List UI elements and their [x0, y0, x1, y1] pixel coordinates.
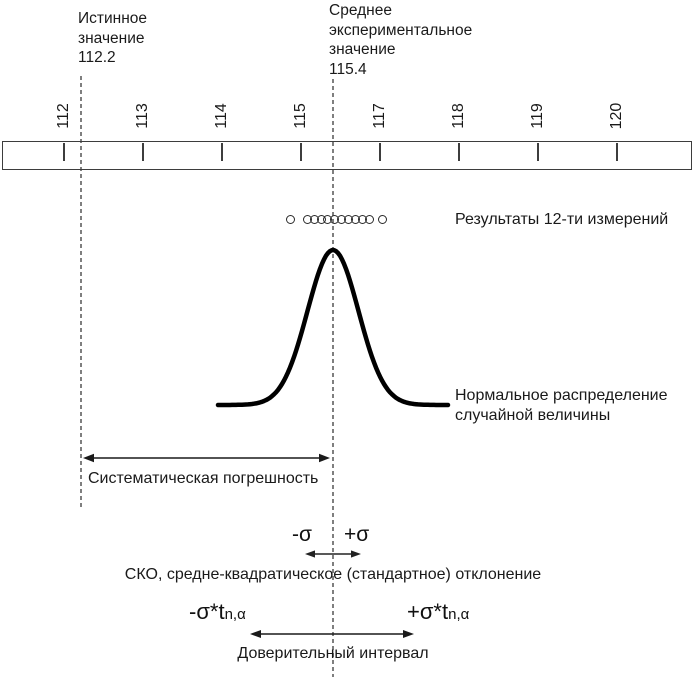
mean-value-line3: значение — [329, 41, 396, 58]
distribution-label: Нормальное распределение случайной велич… — [455, 386, 668, 426]
measurement-point — [377, 214, 387, 224]
ruler-tick — [458, 143, 460, 161]
plus-sigma-label: +σ — [344, 523, 370, 546]
plus-sigma-t-subscript: n,α — [448, 606, 470, 623]
plus-sigma-t-label: +σ*tn,α — [407, 600, 469, 627]
ruler-tick-label: 114 — [213, 103, 230, 129]
mean-value-line1: Среднее — [329, 2, 392, 19]
ruler-tick — [379, 143, 381, 161]
systematic-error-arrow — [83, 453, 330, 463]
ruler-tick-label: 120 — [608, 102, 625, 130]
distribution-label-line1: Нормальное распределение — [455, 387, 668, 404]
standard-deviation-label: СКО, средне-квадратическое (стандартное)… — [124, 566, 542, 583]
ruler-tick — [63, 143, 65, 161]
ruler-tick — [537, 143, 539, 161]
plus-sigma-t-main: +σ*t — [407, 599, 449, 624]
systematic-error-label: Систематическая погрешность — [88, 470, 319, 487]
true-value-line2: значение — [78, 29, 145, 47]
distribution-label-line2: случайной величины — [455, 407, 611, 424]
measurement-point — [364, 214, 374, 224]
mean-value-number: 115.4 — [329, 60, 367, 78]
ruler-tick-label: 115 — [292, 103, 309, 129]
minus-sigma-t-label: -σ*tn,α — [189, 600, 246, 627]
true-value-dashed-line — [80, 76, 82, 510]
mean-value-line2: экспериментальное — [329, 21, 473, 39]
minus-sigma-label: -σ — [292, 523, 312, 546]
true-value-label: Истинное значение 112.2 — [78, 9, 147, 68]
measurement-point — [285, 214, 295, 224]
ruler-tick — [221, 143, 223, 161]
ruler-tick-label: 112 — [55, 103, 72, 129]
ruler-tick-label: 113 — [134, 103, 151, 129]
minus-sigma-t-subscript: n,α — [224, 606, 246, 623]
ruler-tick-label: 117 — [371, 103, 388, 129]
true-value-line1: Истинное — [78, 10, 148, 27]
true-value-number: 112.2 — [78, 49, 116, 66]
ruler-tick — [142, 143, 144, 161]
ruler-scale — [2, 141, 692, 170]
ruler-tick-label: 119 — [529, 103, 546, 129]
ruler-tick-label: 118 — [450, 103, 467, 129]
ruler-tick — [300, 143, 302, 161]
mean-value-label: Среднее экспериментальное значение 115.4 — [329, 1, 472, 79]
measurements-label: Результаты 12-ти измерений — [455, 211, 669, 228]
minus-sigma-t-main: -σ*t — [189, 599, 225, 624]
confidence-interval-label: Доверительный интервал — [237, 645, 429, 662]
ruler-tick — [616, 143, 618, 161]
